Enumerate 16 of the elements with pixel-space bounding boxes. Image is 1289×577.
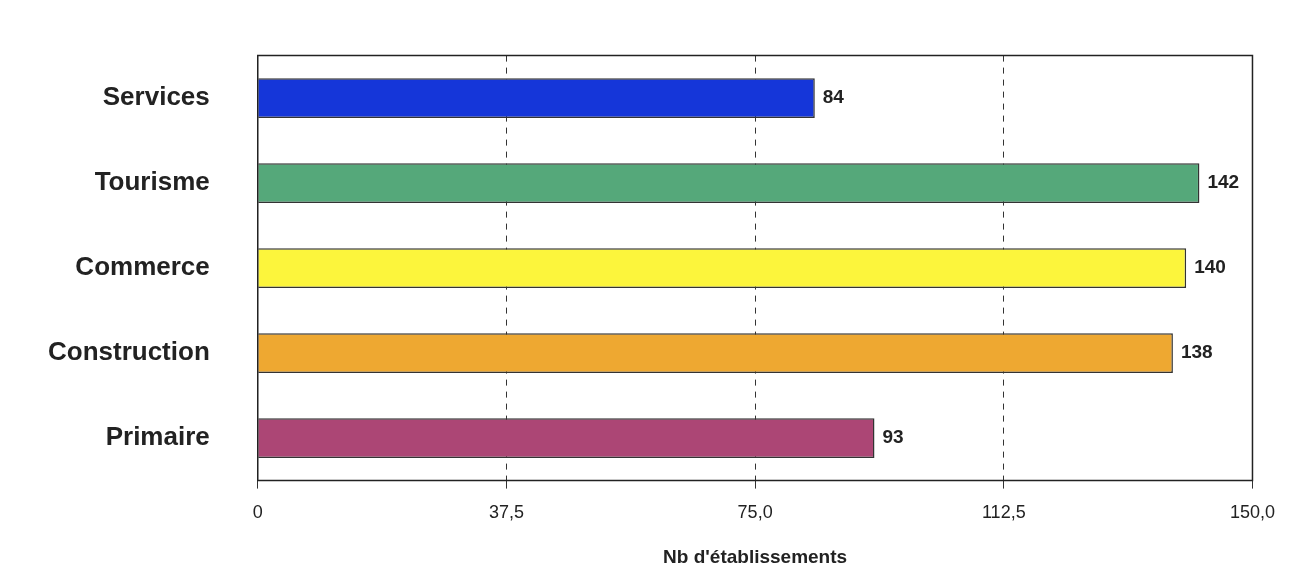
data-label: 140 xyxy=(1194,256,1226,278)
y-tick-label: Services xyxy=(102,81,210,112)
x-axis-title: Nb d'établissements xyxy=(663,545,848,567)
y-tick-label: Tourisme xyxy=(94,166,210,197)
data-label: 93 xyxy=(882,426,904,448)
x-tick-label: 37,5 xyxy=(488,502,524,523)
y-tick-label: Commerce xyxy=(75,251,210,282)
y-tick-label: Primaire xyxy=(105,421,210,452)
data-label: 138 xyxy=(1180,341,1213,363)
x-tick-label: 0 xyxy=(252,502,263,523)
x-tick-label: 150,0 xyxy=(1229,502,1275,523)
x-tick-label: 112,5 xyxy=(981,502,1026,523)
y-tick-label: Construction xyxy=(48,336,210,367)
data-label: 84 xyxy=(822,86,845,108)
data-label: 142 xyxy=(1207,171,1240,193)
x-tick-label: 75,0 xyxy=(737,502,773,523)
